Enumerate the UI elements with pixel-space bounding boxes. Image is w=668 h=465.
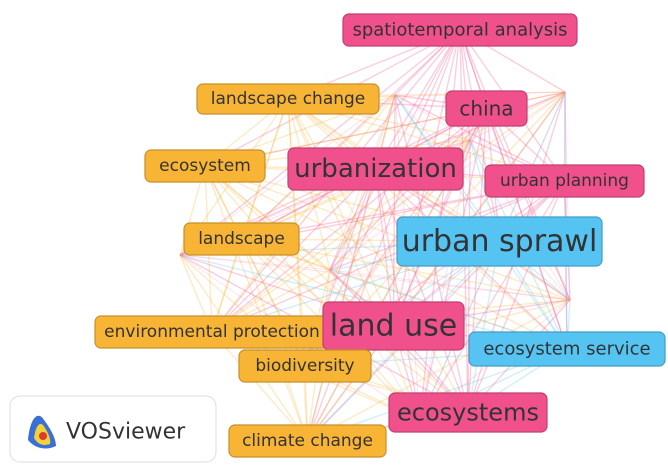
nodes: spatiotemporal analysis china landscape ch…: [94, 13, 666, 458]
link: [179, 254, 331, 271]
link: [204, 165, 331, 271]
node-box: [484, 164, 645, 198]
node-box: [144, 149, 266, 183]
link: [211, 331, 309, 442]
link: [211, 107, 487, 333]
link: [307, 299, 571, 442]
node-label: environmental protection: [104, 322, 320, 342]
link: [287, 98, 395, 327]
node-box: [228, 424, 387, 458]
link: [204, 165, 421, 421]
node-label: climate change: [242, 431, 373, 451]
link: [211, 98, 289, 333]
link: [241, 238, 568, 350]
node-label: biodiversity: [255, 356, 354, 376]
node-box: [196, 83, 380, 115]
link: [204, 165, 309, 442]
link: [204, 165, 571, 301]
link: [179, 29, 461, 256]
link: [374, 168, 469, 413]
node-box: [322, 301, 465, 351]
logo-icon: [39, 432, 47, 440]
node-label: ecosystem: [159, 156, 251, 176]
link: [306, 94, 396, 442]
node-box: [342, 13, 578, 47]
node-label: ecosystems: [397, 399, 539, 427]
node-box: [396, 216, 603, 267]
node-label: china: [459, 97, 513, 121]
link: [241, 29, 461, 240]
link: [392, 94, 396, 327]
link: [467, 139, 471, 413]
link: [329, 269, 571, 301]
node-label: urban sprawl: [402, 224, 598, 259]
node-box: [468, 331, 666, 367]
node-box: [238, 349, 372, 383]
link: [204, 165, 568, 350]
node-label: urban planning: [500, 171, 629, 191]
link: [211, 94, 396, 333]
node-label: land use: [330, 309, 457, 344]
link: [394, 94, 471, 141]
logo: VOSviewer: [9, 395, 217, 463]
node-label: landscape: [198, 229, 285, 249]
link: [467, 241, 501, 413]
link: [459, 29, 501, 242]
node-box: [287, 147, 464, 191]
link: [211, 91, 566, 333]
node-label: spatiotemporal analysis: [352, 20, 567, 41]
link: [374, 29, 461, 170]
node-label: ecosystem service: [483, 339, 650, 360]
node-label: landscape change: [211, 89, 366, 109]
link: [374, 168, 421, 421]
link: [179, 254, 571, 301]
logo-text: VOSviewer: [66, 420, 186, 445]
link: [374, 168, 395, 327]
link: [392, 91, 566, 327]
node-box: [388, 392, 548, 433]
link: [485, 108, 571, 301]
node-label: urbanization: [294, 154, 457, 184]
link: [204, 165, 469, 414]
node-box: [445, 90, 528, 127]
logo-box: [9, 395, 217, 463]
link: [211, 180, 565, 333]
node-box: [183, 222, 300, 256]
